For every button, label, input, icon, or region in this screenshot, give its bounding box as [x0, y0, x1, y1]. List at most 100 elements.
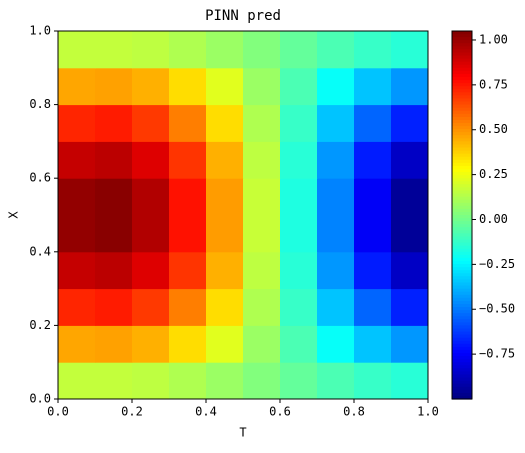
colorbar-segment [452, 215, 472, 219]
heatmap-cell [169, 31, 207, 69]
heatmap-cell [58, 325, 96, 363]
heatmap-cell [58, 104, 96, 142]
heatmap-cell [206, 67, 244, 106]
heatmap-cell [317, 215, 355, 253]
colorbar-segment [452, 92, 472, 96]
colorbar-segment [452, 389, 472, 394]
colorbar-segment [452, 242, 472, 247]
colorbar-segment [452, 291, 472, 296]
colorbar-segment [452, 43, 472, 47]
heatmap-cell [317, 362, 355, 400]
heatmap-cell [280, 67, 318, 106]
heatmap-cell [206, 31, 244, 69]
colorbar-segment [452, 245, 472, 250]
heatmap-cell [95, 67, 133, 106]
colorbar-segment [452, 95, 472, 100]
colorbar-segment [452, 40, 472, 44]
heatmap-cell [132, 362, 170, 400]
colorbar-segment [452, 123, 472, 127]
colorbar-segment [452, 310, 472, 314]
y-tick-label: 0.0 [29, 392, 51, 406]
heatmap-cell [354, 251, 392, 290]
colorbar-segment [452, 285, 472, 290]
heatmap-cell [280, 251, 318, 290]
colorbar-segment [452, 184, 472, 188]
colorbar-segment [452, 80, 472, 84]
heatmap-cell [391, 288, 429, 326]
heatmap-cell [391, 251, 429, 290]
colorbar-segment [452, 49, 472, 54]
chart-title: PINN pred [205, 8, 281, 24]
colorbar-segment [452, 221, 472, 225]
x-axis-label: T [239, 426, 246, 440]
colorbar-segment [452, 202, 472, 207]
heatmap-cell [206, 178, 244, 216]
heatmap-cell [354, 67, 392, 106]
colorbar-segment [452, 218, 472, 222]
colorbar-segment [452, 89, 472, 93]
colorbar-segment [452, 371, 472, 376]
heatmap-cell [132, 215, 170, 253]
colorbar-segment [452, 37, 472, 41]
heatmap-cell [95, 215, 133, 253]
heatmap-cell [243, 104, 281, 142]
colorbar-segment [452, 395, 472, 400]
colorbar-tick-label: 1.00 [479, 32, 508, 46]
heatmap-cell [169, 362, 207, 400]
y-tick-label: 0.6 [29, 171, 51, 185]
heatmap-cell [132, 251, 170, 290]
heatmap-cell [280, 215, 318, 253]
colorbar-segment [452, 239, 472, 244]
heatmap-cell [317, 178, 355, 216]
colorbar-segment [452, 359, 472, 363]
colorbar-segment [452, 254, 472, 259]
colorbar-tick-label: −0.75 [479, 347, 515, 361]
colorbar-segment [452, 227, 472, 231]
heatmap-cell [58, 178, 96, 216]
heatmap-cell [243, 141, 281, 179]
heatmap-cell [206, 251, 244, 290]
colorbar-segment [452, 126, 472, 130]
heatmap-cell [391, 362, 429, 400]
colorbar-segment [452, 331, 472, 336]
y-tick-label: 0.2 [29, 318, 51, 332]
heatmap-cell [354, 362, 392, 400]
colorbar-segment [452, 107, 472, 112]
colorbar-segment [452, 270, 472, 274]
colorbar-segment [452, 83, 472, 87]
colorbar-segment [452, 187, 472, 192]
colorbar-segment [452, 282, 472, 287]
colorbar-tick-label: −0.25 [479, 257, 515, 271]
heatmap-cell [317, 67, 355, 106]
heatmap-cell [391, 325, 429, 363]
colorbar-segment [452, 279, 472, 284]
colorbar-segment [452, 129, 472, 133]
heatmap-cell [58, 251, 96, 290]
colorbar-segment [452, 328, 472, 333]
heatmap-cell [280, 31, 318, 69]
colorbar-segment [452, 165, 472, 170]
colorbar-segment [452, 67, 472, 72]
colorbar-segment [452, 313, 472, 317]
heatmap-cell [243, 325, 281, 363]
heatmap-cell [206, 288, 244, 326]
colorbar-segment [452, 104, 472, 109]
colorbar-segment [452, 273, 472, 277]
colorbar-segment [452, 224, 472, 228]
colorbar-segment [452, 362, 472, 366]
heatmap-cell [169, 288, 207, 326]
colorbar-segment [452, 264, 472, 268]
colorbar-tick-label: −0.50 [479, 302, 515, 316]
y-tick-label: 0.4 [29, 244, 51, 258]
heatmap-cell [243, 288, 281, 326]
colorbar-segment [452, 294, 472, 299]
heatmap-cell [95, 251, 133, 290]
colorbar-segment [452, 353, 472, 357]
colorbar-segment [452, 153, 472, 158]
heatmap-cell [280, 325, 318, 363]
colorbar-segment [452, 392, 472, 397]
heatmap-cell [169, 67, 207, 106]
colorbar-segment [452, 141, 472, 146]
colorbar-segment [452, 316, 472, 320]
